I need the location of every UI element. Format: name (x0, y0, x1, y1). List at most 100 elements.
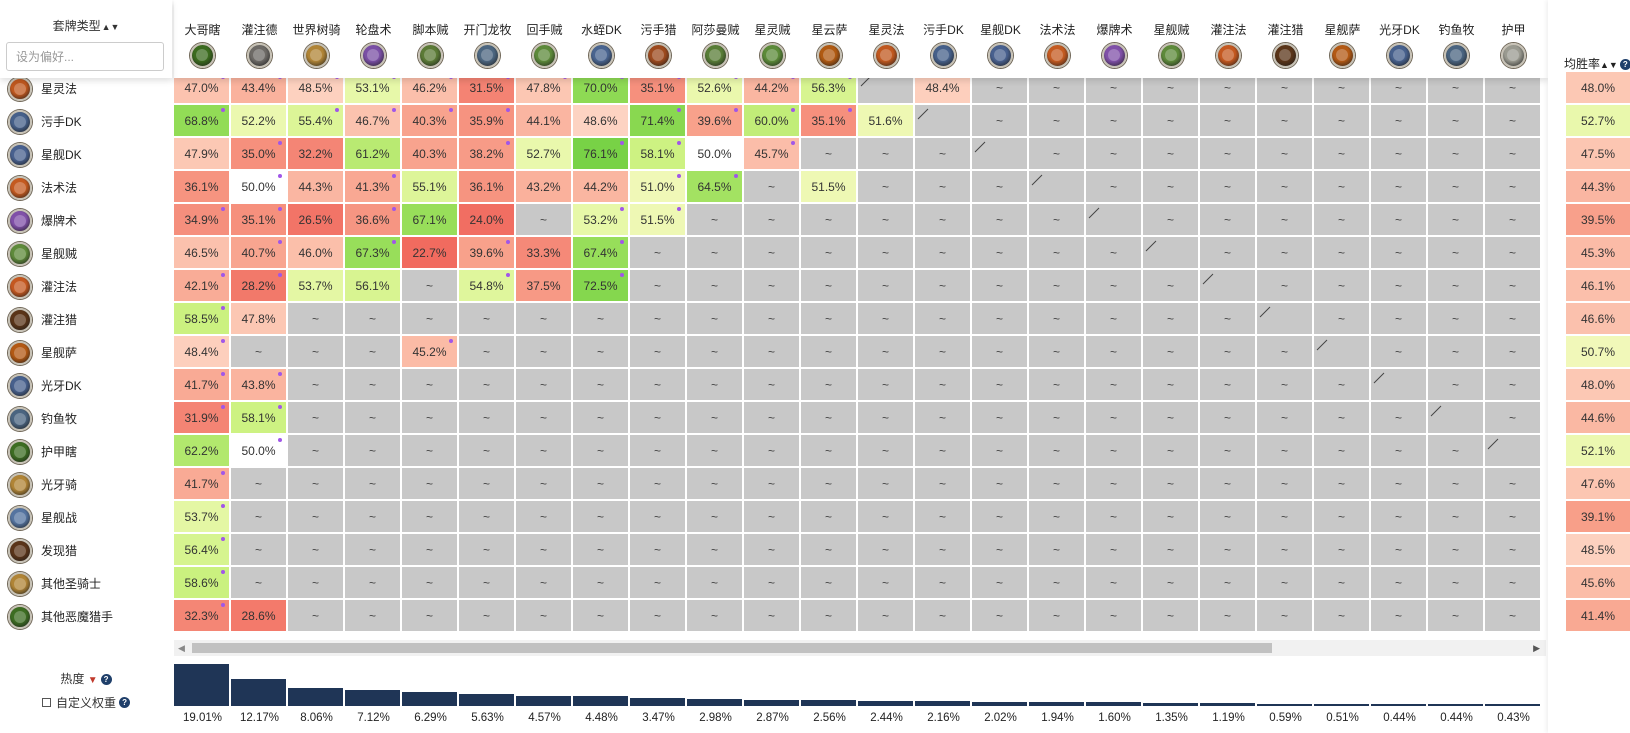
empty-matchup-cell[interactable]: ~ (1143, 402, 1200, 435)
empty-matchup-cell[interactable]: ~ (288, 402, 345, 435)
empty-matchup-cell[interactable]: ~ (1257, 402, 1314, 435)
matchup-cell[interactable]: 47.8% (516, 78, 573, 105)
matchup-cell[interactable]: 51.5% (801, 171, 858, 204)
row-label[interactable]: 法术法 (0, 171, 172, 204)
column-header[interactable]: 星灵贼 (744, 0, 801, 78)
matchup-cell[interactable]: 48.4% (174, 336, 231, 369)
empty-matchup-cell[interactable]: ~ (972, 600, 1029, 633)
help-icon[interactable]: ? (100, 674, 112, 685)
empty-matchup-cell[interactable]: ~ (1029, 501, 1086, 534)
empty-matchup-cell[interactable]: ~ (858, 501, 915, 534)
column-header[interactable]: 钓鱼牧 (1428, 0, 1485, 78)
empty-matchup-cell[interactable]: ~ (1143, 270, 1200, 303)
empty-matchup-cell[interactable]: ~ (687, 303, 744, 336)
empty-matchup-cell[interactable]: ~ (1029, 204, 1086, 237)
empty-matchup-cell[interactable]: ~ (915, 369, 972, 402)
empty-matchup-cell[interactable]: ~ (573, 600, 630, 633)
matchup-cell[interactable]: 58.5% (174, 303, 231, 336)
mirror-matchup-cell[interactable] (1029, 171, 1086, 204)
empty-matchup-cell[interactable]: ~ (516, 600, 573, 633)
empty-matchup-cell[interactable]: ~ (1086, 402, 1143, 435)
empty-matchup-cell[interactable]: ~ (1371, 534, 1428, 567)
column-header[interactable]: 星灵法 (858, 0, 915, 78)
empty-matchup-cell[interactable]: ~ (1029, 270, 1086, 303)
empty-matchup-cell[interactable]: ~ (972, 303, 1029, 336)
empty-matchup-cell[interactable]: ~ (1200, 138, 1257, 171)
matchup-cell[interactable]: 35.9% (459, 105, 516, 138)
empty-matchup-cell[interactable]: ~ (288, 435, 345, 468)
empty-matchup-cell[interactable]: ~ (1029, 402, 1086, 435)
empty-matchup-cell[interactable]: ~ (1371, 567, 1428, 600)
empty-matchup-cell[interactable]: ~ (1200, 78, 1257, 105)
empty-matchup-cell[interactable]: ~ (915, 435, 972, 468)
column-header[interactable]: 爆牌术 (1086, 0, 1143, 78)
mirror-matchup-cell[interactable] (972, 138, 1029, 171)
empty-matchup-cell[interactable]: ~ (972, 78, 1029, 105)
empty-matchup-cell[interactable]: ~ (858, 237, 915, 270)
empty-matchup-cell[interactable]: ~ (402, 303, 459, 336)
empty-matchup-cell[interactable]: ~ (402, 402, 459, 435)
empty-matchup-cell[interactable]: ~ (1428, 435, 1485, 468)
matchup-cell[interactable]: 40.3% (402, 105, 459, 138)
empty-matchup-cell[interactable]: ~ (345, 600, 402, 633)
empty-matchup-cell[interactable]: ~ (1029, 237, 1086, 270)
empty-matchup-cell[interactable]: ~ (1314, 369, 1371, 402)
empty-matchup-cell[interactable]: ~ (687, 600, 744, 633)
empty-matchup-cell[interactable]: ~ (972, 237, 1029, 270)
matchup-cell[interactable]: 67.1% (402, 204, 459, 237)
empty-matchup-cell[interactable]: ~ (1371, 600, 1428, 633)
empty-matchup-cell[interactable]: ~ (858, 204, 915, 237)
empty-matchup-cell[interactable]: ~ (1086, 171, 1143, 204)
matchup-cell[interactable]: 52.7% (516, 138, 573, 171)
empty-matchup-cell[interactable]: ~ (231, 468, 288, 501)
empty-matchup-cell[interactable]: ~ (1086, 270, 1143, 303)
matchup-cell[interactable]: 35.1% (231, 204, 288, 237)
empty-matchup-cell[interactable]: ~ (858, 171, 915, 204)
empty-matchup-cell[interactable]: ~ (1257, 336, 1314, 369)
matchup-cell[interactable]: 51.5% (630, 204, 687, 237)
empty-matchup-cell[interactable]: ~ (687, 402, 744, 435)
matchup-cell[interactable]: 46.2% (402, 78, 459, 105)
empty-matchup-cell[interactable]: ~ (1371, 501, 1428, 534)
empty-matchup-cell[interactable]: ~ (801, 369, 858, 402)
empty-matchup-cell[interactable]: ~ (915, 237, 972, 270)
empty-matchup-cell[interactable]: ~ (1029, 567, 1086, 600)
matchup-cell[interactable]: 44.1% (516, 105, 573, 138)
mirror-matchup-cell[interactable] (1086, 204, 1143, 237)
empty-matchup-cell[interactable]: ~ (459, 402, 516, 435)
empty-matchup-cell[interactable]: ~ (345, 567, 402, 600)
empty-matchup-cell[interactable]: ~ (1029, 336, 1086, 369)
empty-matchup-cell[interactable]: ~ (1314, 534, 1371, 567)
mirror-matchup-cell[interactable] (1200, 270, 1257, 303)
mirror-matchup-cell[interactable] (858, 78, 915, 105)
matchup-cell[interactable]: 67.4% (573, 237, 630, 270)
empty-matchup-cell[interactable]: ~ (459, 501, 516, 534)
empty-matchup-cell[interactable]: ~ (1143, 138, 1200, 171)
matchup-cell[interactable]: 58.1% (630, 138, 687, 171)
matchup-cell[interactable]: 46.5% (174, 237, 231, 270)
matchup-cell[interactable]: 31.9% (174, 402, 231, 435)
matchup-cell[interactable]: 50.0% (231, 171, 288, 204)
empty-matchup-cell[interactable]: ~ (915, 303, 972, 336)
empty-matchup-cell[interactable]: ~ (1257, 369, 1314, 402)
empty-matchup-cell[interactable]: ~ (1485, 78, 1542, 105)
sort-down-icon[interactable]: ▼ (87, 675, 98, 686)
empty-matchup-cell[interactable]: ~ (1086, 138, 1143, 171)
empty-matchup-cell[interactable]: ~ (1371, 468, 1428, 501)
matchup-cell[interactable]: 43.8% (231, 369, 288, 402)
empty-matchup-cell[interactable]: ~ (858, 303, 915, 336)
empty-matchup-cell[interactable]: ~ (687, 270, 744, 303)
empty-matchup-cell[interactable]: ~ (1200, 171, 1257, 204)
matchup-cell[interactable]: 36.1% (174, 171, 231, 204)
empty-matchup-cell[interactable]: ~ (801, 204, 858, 237)
matchup-cell[interactable]: 32.3% (174, 600, 231, 633)
matchup-cell[interactable]: 42.1% (174, 270, 231, 303)
matchup-cell[interactable]: 56.4% (174, 534, 231, 567)
empty-matchup-cell[interactable]: ~ (801, 501, 858, 534)
matchup-cell[interactable]: 32.2% (288, 138, 345, 171)
empty-matchup-cell[interactable]: ~ (1086, 468, 1143, 501)
empty-matchup-cell[interactable]: ~ (972, 402, 1029, 435)
empty-matchup-cell[interactable]: ~ (573, 468, 630, 501)
empty-matchup-cell[interactable]: ~ (1428, 303, 1485, 336)
empty-matchup-cell[interactable]: ~ (402, 501, 459, 534)
